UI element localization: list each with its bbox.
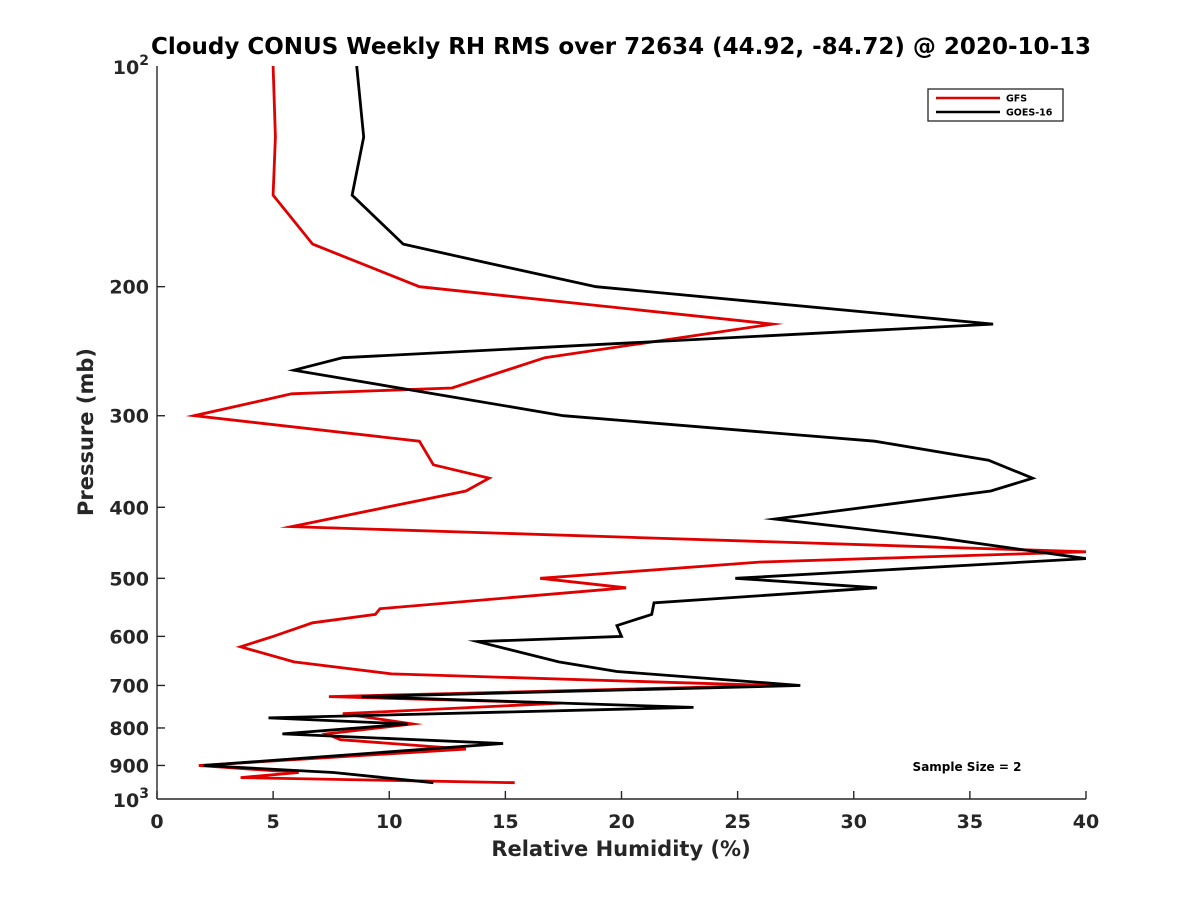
x-tick-label: 35 [957,811,983,833]
y-tick-label: 800 [109,718,149,740]
legend-box [927,88,1064,122]
y-tick-base: 10 [113,790,139,812]
series-line-gfs [185,66,1086,785]
y-tick-label: 400 [109,497,149,519]
x-tick-label: 0 [150,811,163,833]
x-tick-label: 15 [492,811,518,833]
y-tick-exponent: 2 [139,53,149,69]
y-tick-exponent: 3 [139,786,149,802]
y-tick-label: 600 [109,626,149,648]
x-tick-label: 5 [267,811,280,833]
plot-area: 0 5 10 15 20 25 30 35 40 200 300 400 500 600 700 800 900… [109,53,1099,833]
legend-label: GOES-16 [1006,108,1053,119]
series-layer [185,66,1086,785]
y-tick-label: 700 [109,675,149,697]
y-axis-label: Pressure (mb) [74,348,98,516]
x-tick-label: 25 [724,811,750,833]
y-tick-label-sci: 103 [113,786,149,812]
sample-size-annotation: Sample Size = 2 [913,760,1022,774]
y-tick-label-sci: 102 [113,53,149,79]
legend: GFS GOES-16 [927,88,1064,122]
series-line-goes-16 [203,66,1086,785]
axes-layer [156,66,1087,800]
y-tick-base: 10 [113,57,139,79]
x-tick-label: 30 [841,811,867,833]
x-tick-label: 20 [608,811,634,833]
x-axis-label: Relative Humidity (%) [491,837,750,861]
x-tick-label: 40 [1073,811,1099,833]
y-tick-label: 900 [109,755,149,777]
y-tick-label: 500 [109,568,149,590]
legend-label: GFS [1006,94,1027,105]
y-tick-label: 200 [109,277,149,299]
chart-title: Cloudy CONUS Weekly RH RMS over 72634 (4… [151,34,1091,60]
x-tick-label: 10 [376,811,402,833]
tick-labels-layer: 0 5 10 15 20 25 30 35 40 200 300 400 500 600 700 800 900… [109,53,1099,833]
y-tick-label: 300 [109,406,149,428]
